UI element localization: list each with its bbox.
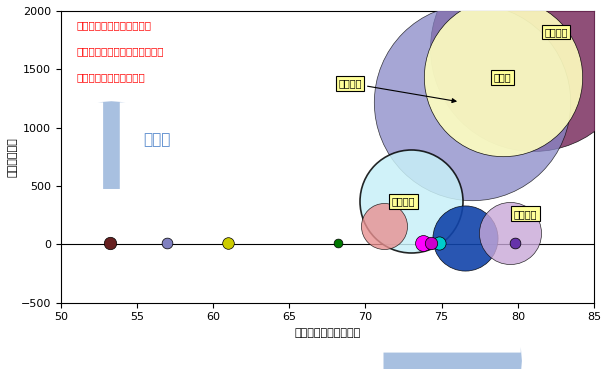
Point	[426, 240, 436, 246]
Text: クボタ: クボタ	[494, 72, 511, 82]
Text: 井関農機: 井関農機	[339, 78, 456, 103]
Point	[224, 240, 233, 246]
Text: ヤンマー: ヤンマー	[544, 27, 568, 37]
Point	[468, 99, 477, 105]
Text: 円の大きさ：有効特許件数: 円の大きさ：有効特許件数	[77, 20, 152, 30]
Point	[418, 240, 428, 246]
Text: 総合力: 総合力	[143, 132, 171, 147]
Text: 三菱農機: 三菱農機	[392, 196, 415, 206]
Text: 横軸（最高値）：個別力: 横軸（最高値）：個別力	[77, 72, 145, 82]
Point	[510, 240, 520, 246]
Y-axis label: 権利者スコア: 権利者スコア	[8, 137, 18, 177]
Point	[333, 240, 343, 246]
Text: 八鹿鉄工: 八鹿鉄工	[514, 209, 537, 219]
Point	[498, 75, 508, 80]
Point	[505, 230, 515, 235]
Point	[105, 240, 114, 246]
X-axis label: パテントスコア最高値: パテントスコア最高値	[294, 328, 361, 338]
Point	[460, 235, 469, 241]
Text: 縦軸（権利者スコア）：総合力: 縦軸（権利者スコア）：総合力	[77, 46, 164, 56]
Point	[162, 240, 172, 246]
Point	[406, 198, 416, 204]
Point	[434, 240, 443, 246]
Point	[528, 45, 538, 51]
Point	[379, 223, 389, 229]
